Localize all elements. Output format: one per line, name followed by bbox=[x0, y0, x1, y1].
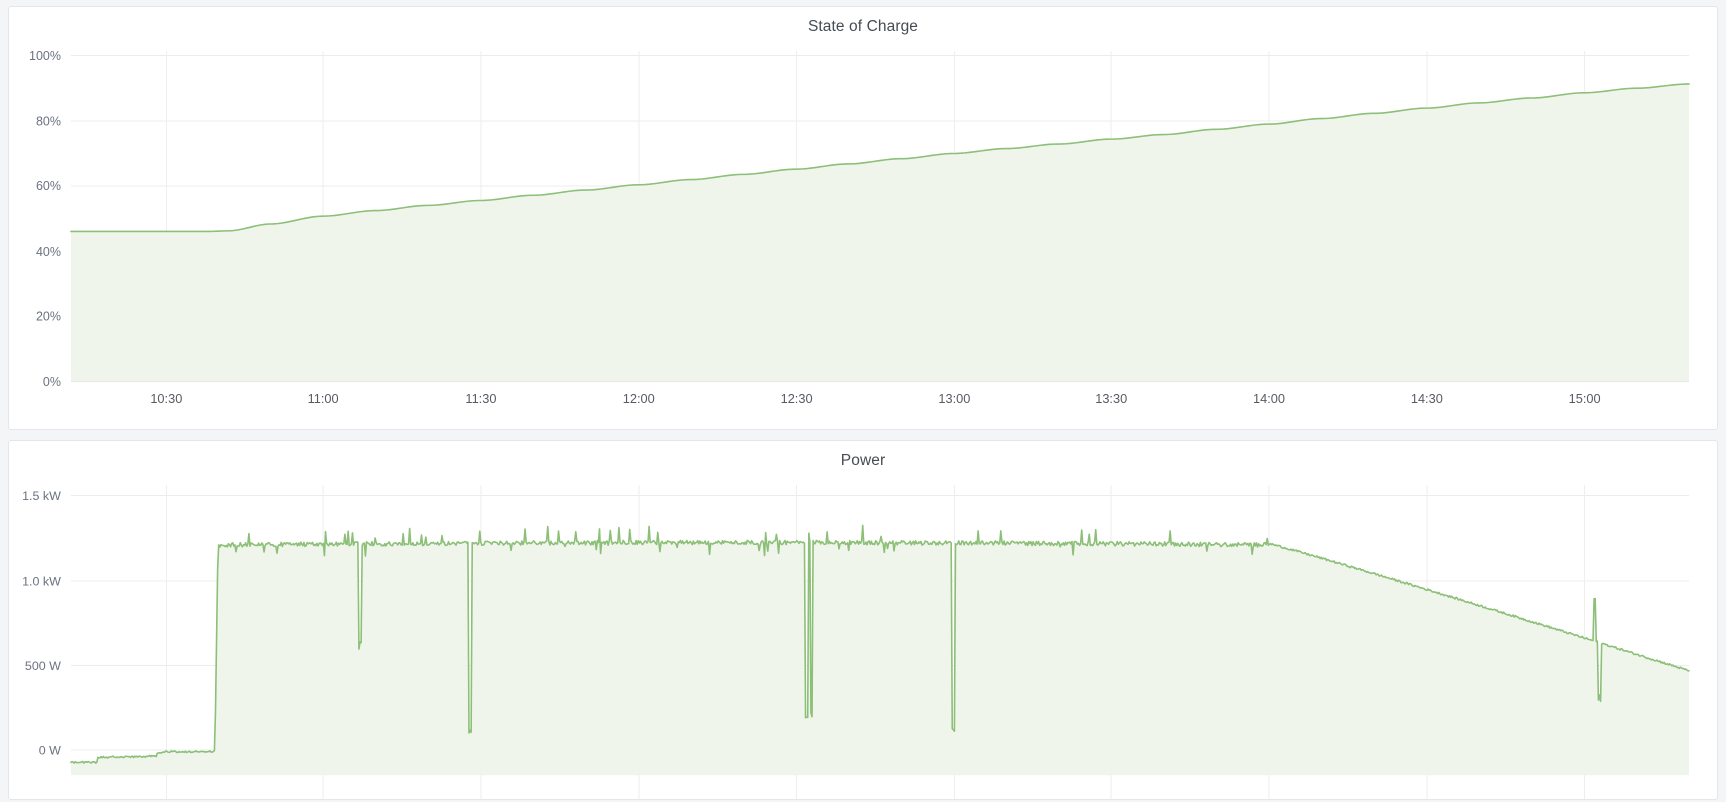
x-axis-tick-label: 13:00 bbox=[938, 391, 970, 406]
soc-series-line bbox=[70, 83, 1690, 233]
soc-area-fill bbox=[70, 83, 1690, 382]
y-axis-tick-label: 500 W bbox=[25, 659, 61, 673]
panel-power: Power 0 W 500 W 1.0 kW 1.5 kW bbox=[8, 440, 1718, 800]
y-axis-tick-label: 100% bbox=[29, 49, 61, 63]
power-area-fill bbox=[70, 525, 1690, 776]
panel-title-power: Power bbox=[840, 452, 886, 469]
chart-state-of-charge[interactable]: 0% 20% 40% 60% 80% 100% 10:30 11:00 11:30 12:00 12… bbox=[9, 43, 1717, 429]
x-axis-tick-label: 12:30 bbox=[781, 391, 813, 406]
panel-state-of-charge: State of Charge 0% 20% 40% 60% 80% 100% 10:30 1… bbox=[8, 6, 1718, 430]
y-axis-tick-label: 40% bbox=[36, 245, 61, 259]
y-axis-tick-label: 20% bbox=[36, 310, 61, 324]
y-axis-tick-label: 0% bbox=[43, 375, 61, 389]
x-axis-tick-label: 14:00 bbox=[1253, 391, 1285, 406]
x-axis-tick-label: 11:00 bbox=[308, 391, 339, 406]
y-axis-tick-label: 1.5 kW bbox=[22, 489, 61, 503]
y-axis-tick-label: 1.0 kW bbox=[22, 574, 61, 588]
panel-title-state-of-charge: State of Charge bbox=[807, 18, 919, 35]
x-axis-tick-label: 11:30 bbox=[465, 391, 496, 406]
y-axis-tick-label: 80% bbox=[36, 115, 61, 129]
x-axis-tick-label: 10:30 bbox=[150, 391, 182, 406]
x-axis-tick-label: 13:30 bbox=[1095, 391, 1127, 406]
x-axis-tick-label: 15:00 bbox=[1569, 391, 1601, 406]
x-axis-tick-label: 14:30 bbox=[1411, 391, 1443, 406]
x-axis-tick-label: 12:00 bbox=[623, 391, 655, 406]
chart-power[interactable]: 0 W 500 W 1.0 kW 1.5 kW bbox=[9, 477, 1717, 799]
y-axis-tick-label: 0 W bbox=[39, 743, 61, 757]
power-series-line bbox=[70, 524, 1690, 764]
y-axis-tick-label: 60% bbox=[36, 179, 61, 193]
